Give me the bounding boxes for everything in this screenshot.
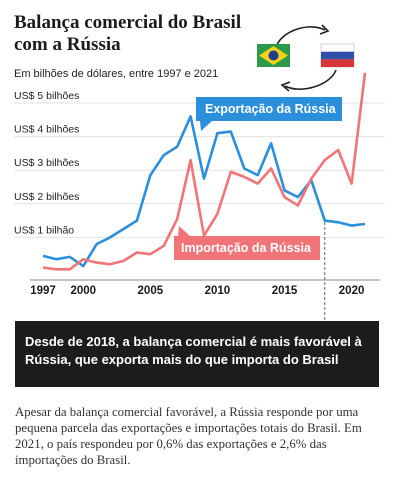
x-tick-label: 2010 (205, 285, 231, 297)
cycle-arrow-bottom-icon (284, 69, 337, 90)
x-tick-label: 2015 (272, 285, 298, 297)
import-legend-box (174, 236, 320, 260)
y-tick-label: US$ 1 bilhão (14, 224, 74, 236)
flags-group (257, 24, 355, 92)
x-tick-label: 2020 (339, 285, 365, 297)
brazil-flag-icon (257, 44, 290, 67)
y-tick-label: US$ 5 bilhões (14, 90, 79, 102)
chart-subtitle: Em bilhões de dólares, entre 1997 e 2021 (14, 68, 219, 80)
arrowhead-top-icon (319, 24, 330, 35)
russia-flag-icon (320, 43, 355, 68)
x-tick-labels: 1997 2000 2005 2010 2015 2020 (30, 285, 364, 297)
annotation-note: Desde de 2018, a balança comercial é mai… (15, 321, 379, 387)
y-tick-label: US$ 3 bilhões (14, 157, 79, 169)
import-legend-label: Importação da Rússia (181, 241, 312, 255)
export-legend-label: Exportação da Rússia (205, 102, 337, 116)
legend-labels: Exportação da Rússia Importação da Rússia (174, 97, 342, 260)
export-legend-box (196, 97, 342, 121)
x-tick-label: 2000 (70, 285, 96, 297)
chart-svg: US$ 1 bilhão US$ 2 bilhões US$ 3 bilhões US… (14, 24, 385, 320)
chart-title: Balança comercial do Brasil com a Rússia (14, 12, 242, 55)
export-legend-pointer (200, 121, 212, 131)
x-tick-label: 2005 (138, 285, 164, 297)
body-paragraph: Apesar da balança comercial favorável, a… (15, 405, 362, 467)
y-tick-labels: US$ 1 bilhão US$ 2 bilhões US$ 3 bilhões US… (14, 90, 79, 236)
y-tick-label: US$ 2 bilhões (14, 191, 79, 203)
import-legend-pointer (178, 226, 190, 236)
series-lines (42, 72, 367, 271)
cycle-arrow-top-icon (275, 26, 326, 48)
x-tick-label: 1997 (30, 285, 56, 297)
arrowhead-bottom-icon (280, 81, 291, 92)
y-tick-label: US$ 4 bilhões (14, 124, 79, 136)
